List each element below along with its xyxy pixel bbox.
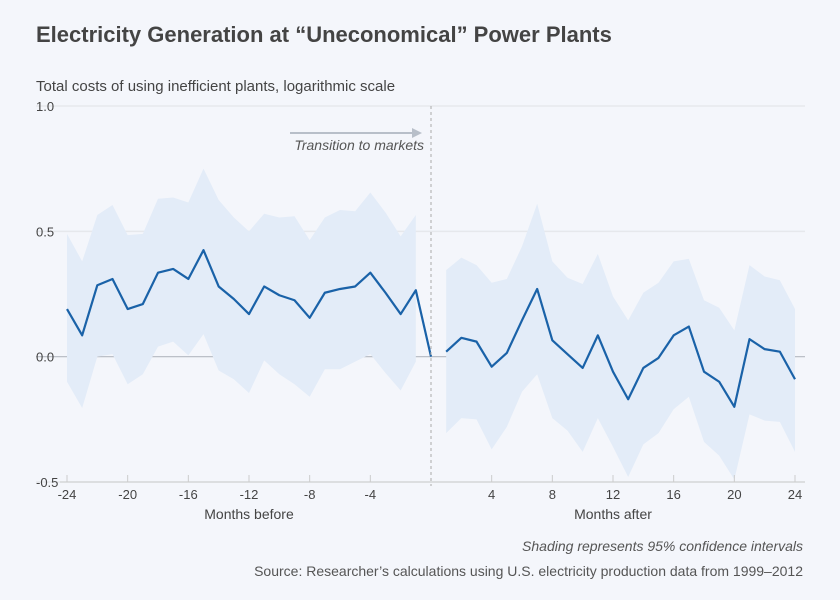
- x-tick-label: 4: [488, 487, 495, 502]
- x-tick-label: 8: [549, 487, 556, 502]
- y-tick-label: 0.5: [36, 224, 54, 239]
- x-tick-label: -4: [365, 487, 377, 502]
- x-label-after: Months after: [574, 506, 652, 522]
- x-tick-label: 20: [727, 487, 741, 502]
- y-tick-label: -0.5: [36, 475, 58, 490]
- estimate-line-before: [66, 249, 433, 357]
- source-note: Source: Researcher’s calculations using …: [254, 563, 803, 579]
- x-tick-label: 16: [666, 487, 680, 502]
- y-tick-label: 0.0: [36, 350, 54, 365]
- x-tick-label: 24: [788, 487, 802, 502]
- x-tick-label: -12: [240, 487, 259, 502]
- estimate-line-after: [445, 287, 796, 408]
- chart-subtitle: Total costs of using inefficient plants,…: [36, 78, 396, 95]
- confidence-band-before: [67, 168, 416, 409]
- x-tick-label: 12: [606, 487, 620, 502]
- chart-title: Electricity Generation at “Uneconomical”…: [36, 22, 612, 47]
- y-tick-label: 1.0: [36, 99, 54, 114]
- x-tick-label: -24: [58, 487, 77, 502]
- x-tick-label: -20: [118, 487, 137, 502]
- transition-arrow: [290, 128, 422, 138]
- x-tick-label: -8: [304, 487, 316, 502]
- transition-annotation: Transition to markets: [294, 137, 424, 153]
- x-tick-label: -16: [179, 487, 198, 502]
- confidence-note: Shading represents 95% confidence interv…: [522, 538, 803, 554]
- x-label-before: Months before: [204, 506, 294, 522]
- confidence-band-after: [446, 203, 795, 480]
